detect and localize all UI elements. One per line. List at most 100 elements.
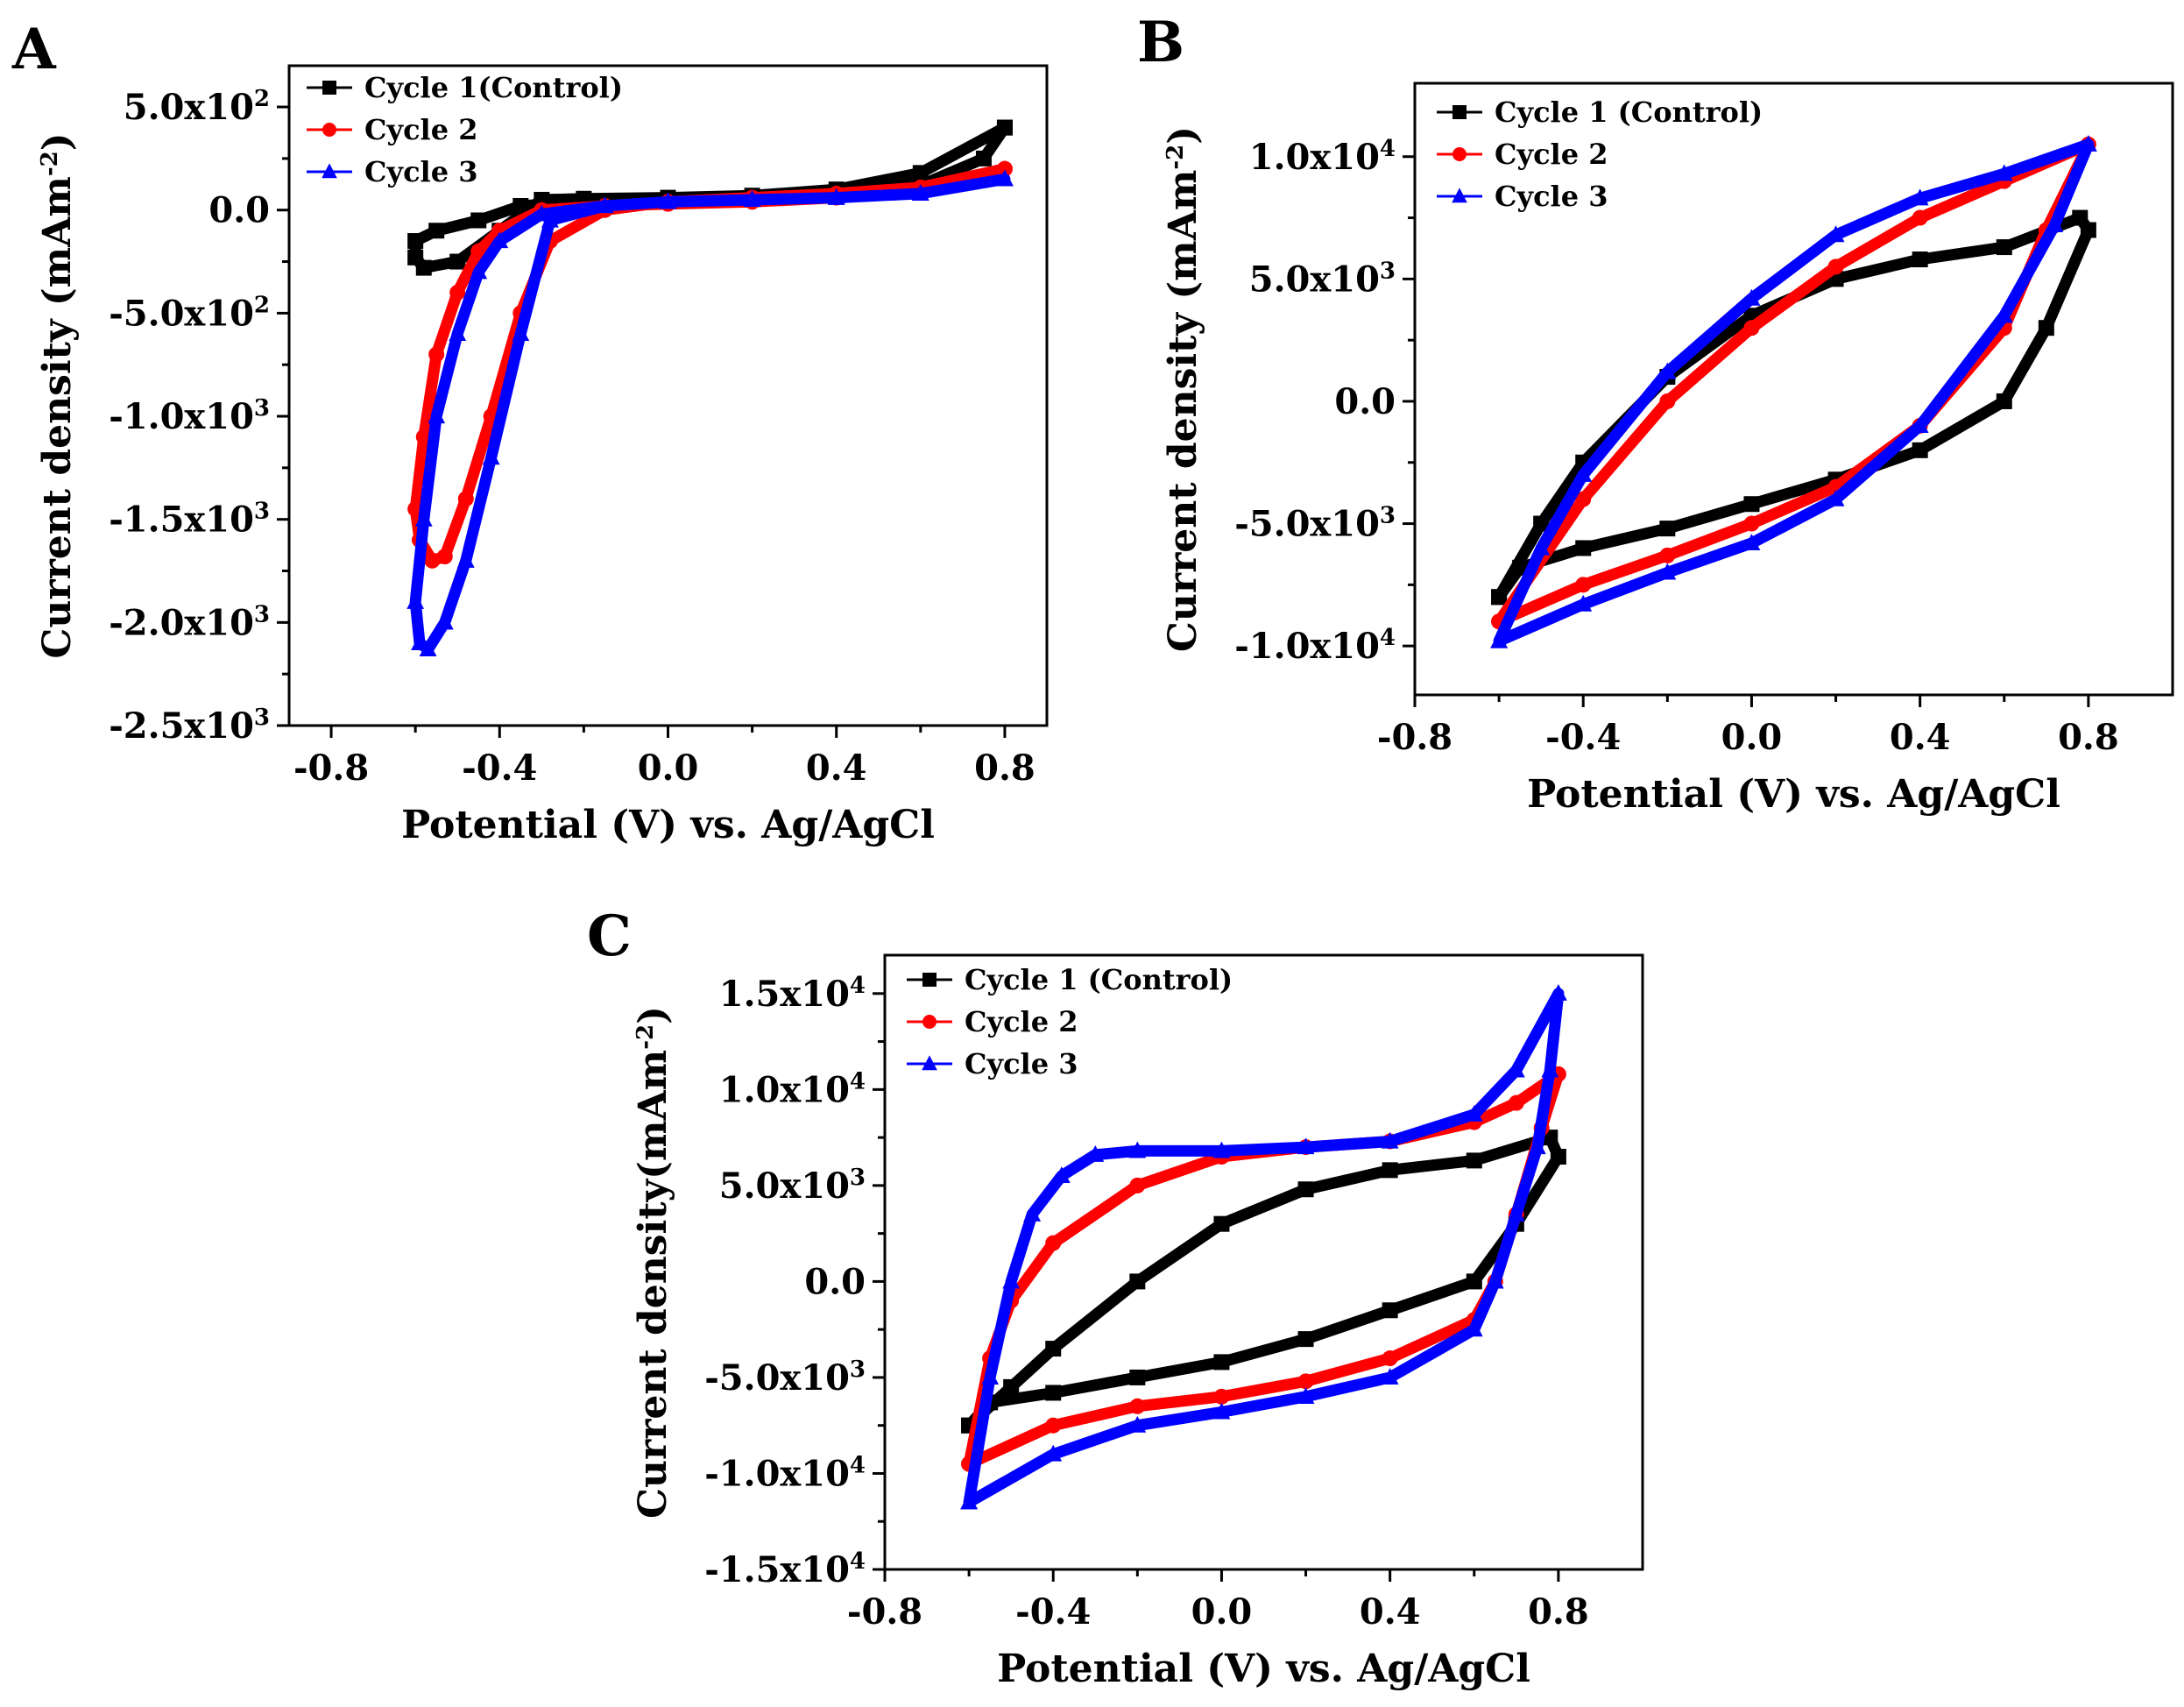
data-point-b-cycle1: [1512, 559, 1529, 576]
data-point-a-cycle3: [659, 192, 677, 209]
data-point-b-cycle2: [1575, 577, 1592, 593]
data-point-a-cycle3: [743, 190, 761, 208]
data-point-a-cycle3: [541, 210, 559, 228]
legend-marker-c-cycle2: [922, 1015, 937, 1029]
data-point-b-cycle3: [1490, 631, 1509, 648]
x-axis-title-a: Potential (V) vs. Ag/AgCl: [401, 803, 935, 847]
data-point-b-cycle3: [1742, 534, 1761, 550]
y-axis-title-suffix-a: ): [35, 132, 80, 151]
data-point-a-cycle3: [428, 407, 446, 424]
data-point-b-cycle1: [1491, 589, 1508, 606]
y-tick-label-a: 5.0x102: [124, 86, 270, 128]
legend-a: Cycle 1(Control) Cycle 2 Cycle 3: [307, 71, 623, 188]
series-line-a-cycle3: [409, 173, 1011, 655]
data-point-a-cycle3: [419, 640, 437, 657]
series-layer-b: [1490, 135, 2097, 648]
data-point-c-cycle3: [960, 1492, 979, 1510]
y-axis-title-exp-a: -2: [37, 151, 63, 176]
data-point-a-cycle1: [470, 212, 487, 229]
y-tick-label-a: -5.0x102: [109, 292, 270, 334]
x-tick-label-c: -0.8: [847, 1591, 922, 1633]
y-tick-label-b: 0.0: [1334, 381, 1396, 422]
data-point-b-cycle1: [2038, 320, 2054, 336]
y-axis-title-c: Current density(mAm-2): [631, 1006, 675, 1519]
panel-c: C -0.8 -0.4 0.0 0.4 0.8 1.5x104 1.0x104 5.0x103…: [587, 903, 1644, 1691]
legend-label-c-cycle1: Cycle 1 (Control): [965, 963, 1233, 996]
x-tick-label-c: 0.4: [1360, 1591, 1421, 1633]
data-point-a-cycle1: [428, 223, 445, 239]
data-point-c-cycle3: [1507, 1204, 1525, 1222]
data-point-c-cycle3: [1086, 1145, 1105, 1162]
data-point-c-cycle3: [1541, 1060, 1559, 1078]
legend-label-b-cycle3: Cycle 3: [1495, 180, 1608, 213]
data-point-c-cycle3: [1486, 1271, 1504, 1289]
legend-marker-a-cycle2: [322, 123, 336, 137]
panel-label-b: B: [1137, 10, 1184, 75]
data-point-b-cycle1: [1912, 442, 1928, 458]
data-point-c-cycle1: [1550, 1149, 1566, 1165]
data-point-a-cycle3: [996, 169, 1014, 187]
data-point-b-cycle3: [1995, 306, 2013, 323]
data-point-c-cycle3: [1465, 1105, 1483, 1122]
x-tick-label-a: 0.8: [974, 747, 1035, 789]
data-point-c-cycle3: [1297, 1137, 1315, 1155]
legend-b: Cycle 1 (Control) Cycle 2 Cycle 3: [1437, 96, 1763, 213]
data-point-b-cycle1: [1575, 540, 1592, 556]
x-tick-label-c: 0.0: [1191, 1591, 1253, 1633]
data-point-c-cycle1: [1045, 1385, 1062, 1401]
legend-label-a-cycle1: Cycle 1(Control): [364, 71, 623, 104]
y-tick-label-c: -1.0x104: [704, 1452, 866, 1494]
data-point-b-cycle3: [1827, 489, 1845, 506]
y-tick-label-c: 1.5x104: [719, 973, 866, 1015]
x-tick-label-b: -0.8: [1377, 717, 1452, 758]
legend-marker-b-cycle2: [1452, 147, 1467, 161]
data-point-b-cycle1: [1659, 521, 1676, 537]
x-axis-title-c: Potential (V) vs. Ag/AgCl: [997, 1647, 1530, 1691]
data-point-a-cycle3: [596, 196, 614, 214]
data-point-a-cycle2: [996, 160, 1013, 177]
data-point-c-cycle2: [1045, 1235, 1062, 1251]
data-point-a-cycle2: [436, 549, 453, 565]
data-point-c-cycle2: [1297, 1373, 1314, 1390]
plot-frame-c: [883, 953, 1644, 1571]
data-point-a-cycle2: [424, 552, 441, 569]
data-point-b-cycle1: [1912, 251, 1928, 268]
data-point-b-cycle1: [1996, 393, 2012, 409]
data-point-c-cycle3: [1465, 1320, 1483, 1337]
plot-frame-b: [1413, 81, 2174, 697]
data-point-c-cycle3: [1381, 1368, 1399, 1385]
data-point-a-cycle3: [827, 188, 845, 205]
axis-ticks-b: -0.8 -0.4 0.0 0.4 0.8 1.0x104 5.0x103 0.0 -5.0x1…: [1234, 136, 2118, 758]
legend-label-b-cycle1: Cycle 1 (Control): [1495, 96, 1763, 129]
legend-marker-a-cycle3: [322, 163, 337, 179]
data-point-c-cycle1: [1297, 1331, 1314, 1348]
data-point-c-cycle1: [1045, 1341, 1062, 1357]
x-tick-label-a: 0.0: [638, 747, 699, 789]
legend-c: Cycle 1 (Control) Cycle 2 Cycle 3: [907, 963, 1233, 1080]
legend-marker-a-cycle1: [322, 81, 336, 95]
data-point-b-cycle1: [1743, 496, 1760, 513]
x-tick-label-b: 0.0: [1721, 717, 1783, 758]
data-point-a-cycle2: [449, 284, 466, 301]
data-point-c-cycle2: [1045, 1417, 1062, 1434]
data-point-c-cycle2: [1382, 1350, 1398, 1367]
y-tick-label-a: 0.0: [209, 190, 270, 231]
y-axis-title-a: Current density (mAm-2): [35, 132, 80, 658]
data-point-b-cycle1: [2080, 222, 2096, 238]
data-point-c-cycle1: [1213, 1215, 1230, 1232]
data-point-a-cycle3: [414, 509, 433, 527]
y-axis-title-main-c: Current density(mAm: [631, 1050, 675, 1519]
data-point-c-cycle3: [1549, 984, 1567, 1001]
data-point-c-cycle1: [1382, 1162, 1398, 1179]
legend-marker-c-cycle1: [922, 973, 937, 987]
data-point-b-cycle2: [1827, 259, 1844, 275]
y-axis-title-b: Current density (mAm-2): [1161, 126, 1205, 652]
data-point-a-cycle1: [449, 253, 466, 270]
data-point-b-cycle3: [2079, 135, 2097, 152]
legend-marker-b-cycle1: [1452, 105, 1467, 119]
x-axis-title-b: Potential (V) vs. Ag/AgCl: [1527, 772, 2060, 817]
data-point-a-cycle3: [406, 592, 425, 609]
data-point-a-cycle3: [411, 634, 428, 650]
legend-marker-b-cycle3: [1452, 188, 1467, 203]
